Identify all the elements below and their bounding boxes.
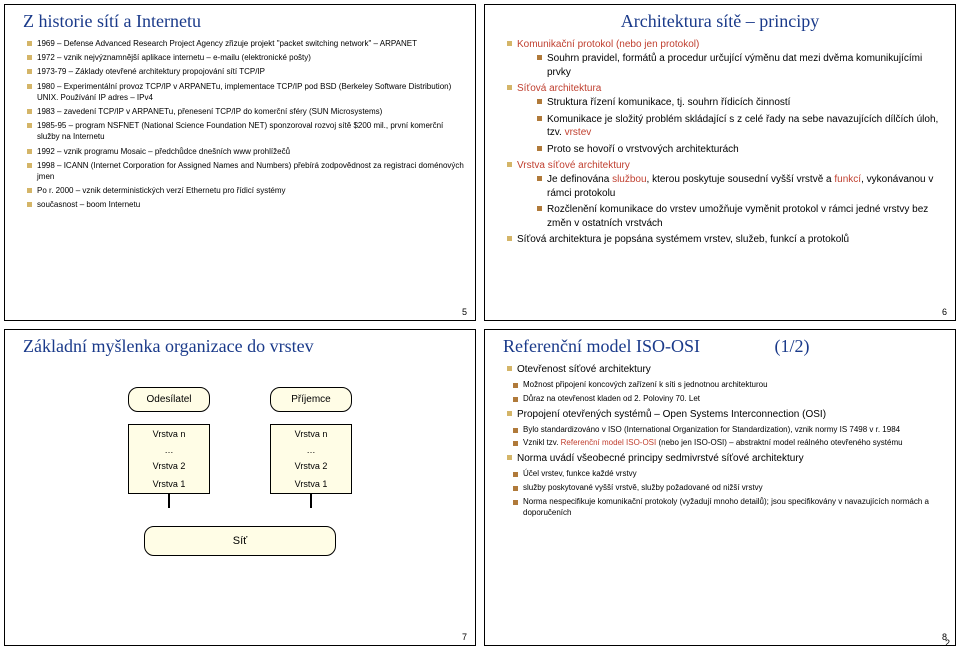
list-item: Norma nespecifikuje komunikační protokol… xyxy=(513,497,947,519)
term-vrstev: vrstev xyxy=(565,127,592,138)
slide-title: Základní myšlenka organizace do vrstev xyxy=(23,336,467,357)
title-fraction: (1/2) xyxy=(774,336,809,356)
list-item: Síťová architektura Struktura řízení kom… xyxy=(507,82,947,156)
list-item: Norma uvádí všeobecné principy sedmivrst… xyxy=(507,452,947,466)
principles-list: Komunikační protokol (nebo jen protokol)… xyxy=(493,38,947,247)
sender-stack: Odesílatel Vrstva n … Vrstva 2 Vrstva 1 xyxy=(128,387,210,508)
term-layer: Vrstva síťové architektury xyxy=(517,160,630,171)
sublist: Souhrn pravidel, formátů a procedur urču… xyxy=(517,52,947,79)
text: Je definována xyxy=(547,174,612,185)
slide-8: Referenční model ISO-OSI (1/2) Otevřenos… xyxy=(484,329,956,646)
layer-box: Vrstva n xyxy=(270,424,352,443)
layer-box: Vrstva 2 xyxy=(128,457,210,475)
page-number: 5 xyxy=(462,307,467,317)
layer-dots: … xyxy=(128,443,210,457)
iso-osi-list: Propojení otevřených systémů – Open Syst… xyxy=(493,408,947,422)
list-item: Důraz na otevřenost kladen od 2. Polovin… xyxy=(513,394,947,405)
term-funkci: funkcí xyxy=(834,174,861,185)
sheet-page-number: 2 xyxy=(945,638,950,648)
list-item: 1992 – vznik programu Mosaic – předchůdc… xyxy=(27,146,467,157)
text: Vznikl tzv. xyxy=(523,438,561,447)
layer-box: Vrstva 2 xyxy=(270,457,352,475)
list-item: 1972 – vznik nejvýznamnější aplikace int… xyxy=(27,52,467,63)
list-item: Síťová architektura je popsána systémem … xyxy=(507,233,947,247)
term-protocol: Komunikační protokol (nebo jen protokol) xyxy=(517,39,699,50)
connector-line xyxy=(168,494,170,508)
list-item: 1983 – zavedení TCP/IP v ARPANETu, přene… xyxy=(27,106,467,117)
term-ref-model: Referenční model ISO-OSI xyxy=(561,438,657,447)
list-item: Je definována službou, kterou poskytuje … xyxy=(537,173,947,200)
list-item: Bylo standardizováno v ISO (Internationa… xyxy=(513,425,947,436)
sublist: Účel vrstev, funkce každé vrstvy služby … xyxy=(493,469,947,518)
list-item: Otevřenost síťové architektury xyxy=(507,363,947,377)
list-item: 1985-95 – program NSFNET (National Scien… xyxy=(27,120,467,142)
slide-6: Architektura sítě – principy Komunikační… xyxy=(484,4,956,321)
layer-box: Vrstva 1 xyxy=(128,475,210,494)
list-item: Propojení otevřených systémů – Open Syst… xyxy=(507,408,947,422)
receiver-box: Příjemce xyxy=(270,387,352,412)
term-sluzbou: službou xyxy=(612,174,646,185)
slide-grid: Z historie sítí a Internetu 1969 – Defen… xyxy=(0,0,960,650)
text: Komunikace je složitý problém skládající… xyxy=(547,114,938,139)
text: , kterou poskytuje sousední vyšší vrstvě… xyxy=(647,174,835,185)
list-item: služby poskytované vyšší vrstvě, služby … xyxy=(513,483,947,494)
text: (nebo jen ISO-OSI) – abstraktní model re… xyxy=(656,438,902,447)
network-box: Síť xyxy=(144,526,336,556)
sublist: Struktura řízení komunikace, tj. souhrn … xyxy=(517,96,947,156)
layer-box: Vrstva n xyxy=(128,424,210,443)
layer-box: Vrstva 1 xyxy=(270,475,352,494)
term-arch: Síťová architektura xyxy=(517,83,601,94)
page-number: 6 xyxy=(942,307,947,317)
list-item: Rozčlenění komunikace do vrstev umožňuje… xyxy=(537,203,947,230)
sender-box: Odesílatel xyxy=(128,387,210,412)
receiver-stack: Příjemce Vrstva n … Vrstva 2 Vrstva 1 xyxy=(270,387,352,508)
list-item: Souhrn pravidel, formátů a procedur urču… xyxy=(537,52,947,79)
list-item: současnost – boom Internetu xyxy=(27,199,467,210)
sublist: Bylo standardizováno v ISO (Internationa… xyxy=(493,425,947,450)
slide-title: Referenční model ISO-OSI (1/2) xyxy=(503,336,947,357)
connector-line xyxy=(310,494,312,508)
list-item: Po r. 2000 – vznik deterministických ver… xyxy=(27,185,467,196)
title-text: Referenční model ISO-OSI xyxy=(503,336,700,356)
list-item: Účel vrstev, funkce každé vrstvy xyxy=(513,469,947,480)
slide-5: Z historie sítí a Internetu 1969 – Defen… xyxy=(4,4,476,321)
page-number: 7 xyxy=(462,632,467,642)
list-item: 1973-79 – Základy otevřené architektury … xyxy=(27,66,467,77)
list-item: Komunikace je složitý problém skládající… xyxy=(537,113,947,140)
sublist: Je definována službou, kterou poskytuje … xyxy=(517,173,947,230)
layer-dots: … xyxy=(270,443,352,457)
slide-title: Architektura sítě – principy xyxy=(493,11,947,32)
iso-osi-list: Norma uvádí všeobecné principy sedmivrst… xyxy=(493,452,947,466)
list-item: Vrstva síťové architektury Je definována… xyxy=(507,159,947,230)
list-item: 1980 – Experimentální provoz TCP/IP v AR… xyxy=(27,81,467,103)
list-item: 1969 – Defense Advanced Research Project… xyxy=(27,38,467,49)
layer-diagram: Odesílatel Vrstva n … Vrstva 2 Vrstva 1 … xyxy=(13,387,467,508)
list-item: Struktura řízení komunikace, tj. souhrn … xyxy=(537,96,947,110)
history-list: 1969 – Defense Advanced Research Project… xyxy=(13,38,467,210)
list-item: 1998 – ICANN (Internet Corporation for A… xyxy=(27,160,467,182)
slide-title: Z historie sítí a Internetu xyxy=(23,11,467,32)
sublist: Možnost připojení koncových zařízení k s… xyxy=(493,380,947,405)
list-item: Proto se hovoří o vrstvových architektur… xyxy=(537,143,947,157)
list-item: Vznikl tzv. Referenční model ISO-OSI (ne… xyxy=(513,438,947,449)
list-item: Komunikační protokol (nebo jen protokol)… xyxy=(507,38,947,79)
list-item: Možnost připojení koncových zařízení k s… xyxy=(513,380,947,391)
slide-7: Základní myšlenka organizace do vrstev O… xyxy=(4,329,476,646)
iso-osi-list: Otevřenost síťové architektury xyxy=(493,363,947,377)
